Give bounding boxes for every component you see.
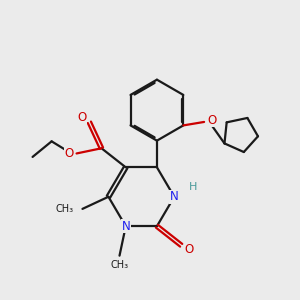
Text: O: O [184, 243, 194, 256]
Text: O: O [207, 114, 216, 127]
Text: N: N [170, 190, 178, 203]
Text: CH₃: CH₃ [56, 204, 74, 214]
Text: O: O [64, 147, 74, 160]
Text: N: N [122, 220, 130, 233]
Text: CH₃: CH₃ [110, 260, 129, 270]
Text: H: H [189, 182, 197, 192]
Text: O: O [77, 111, 86, 124]
